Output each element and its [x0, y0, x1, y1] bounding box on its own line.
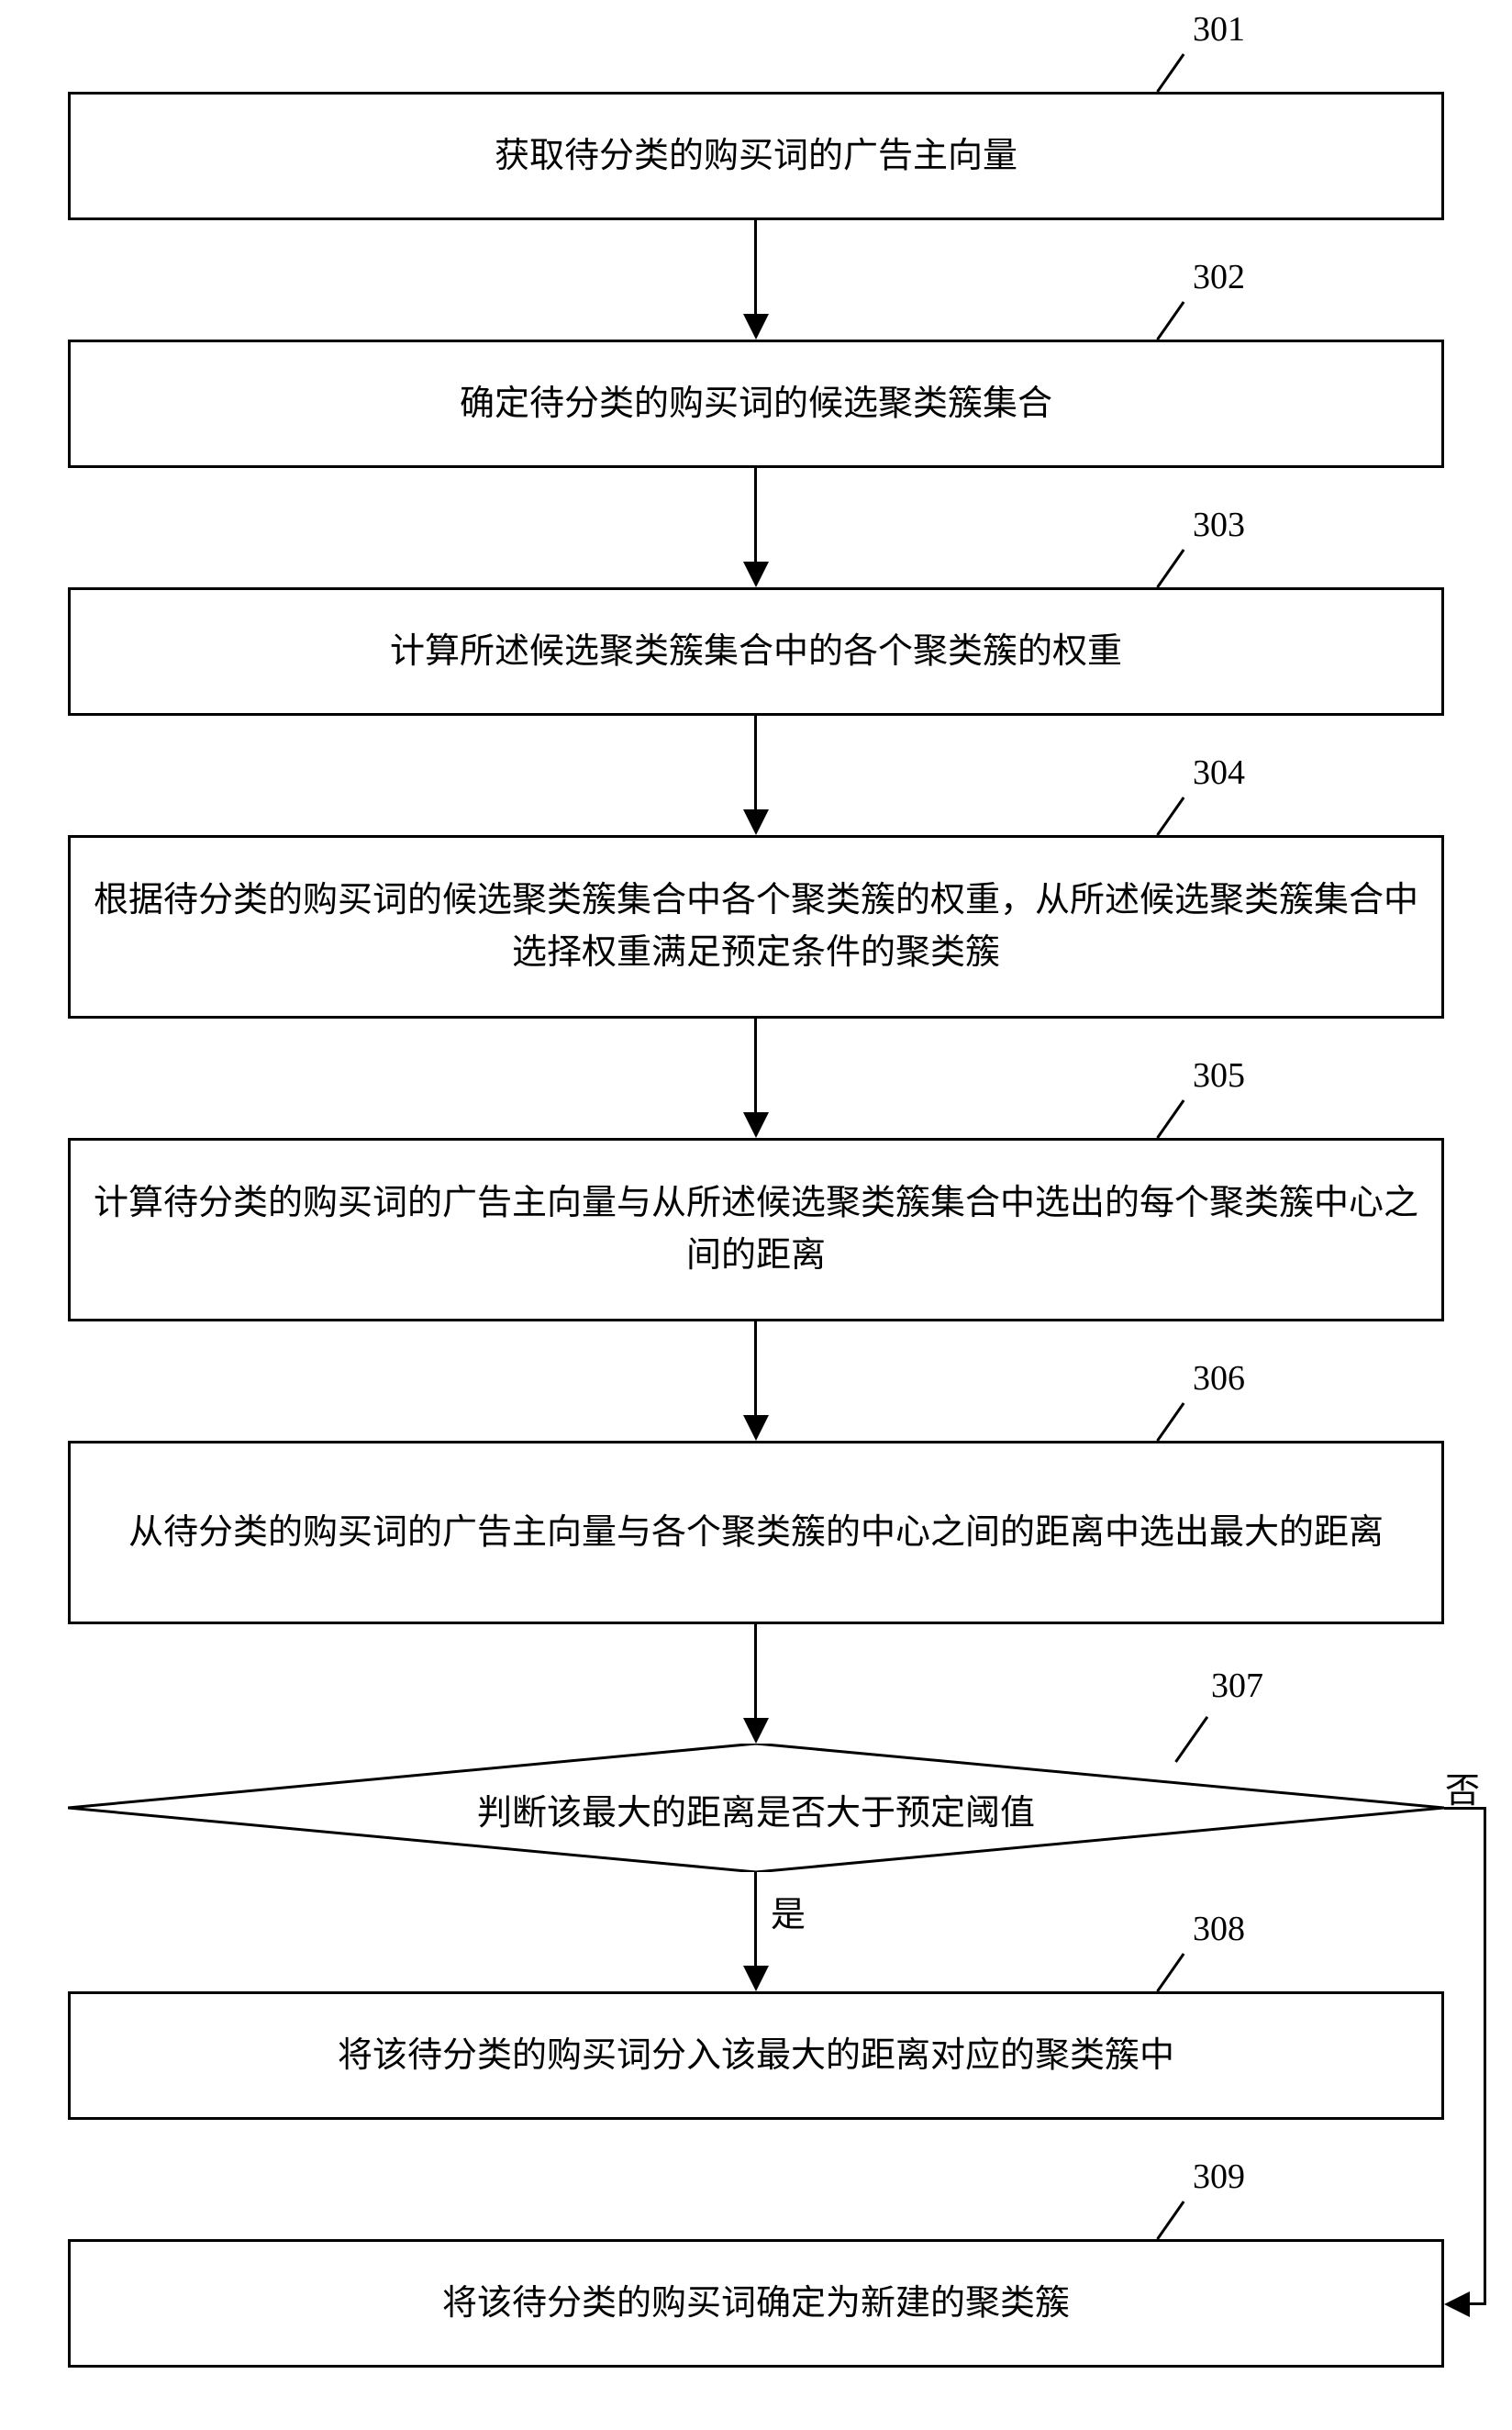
step-306-text: 从待分类的购买词的广告主向量与各个聚类簇的中心之间的距离中选出最大的距离: [128, 1507, 1384, 1559]
step-305-label: 305: [1193, 1055, 1245, 1096]
leader-301: [1156, 53, 1184, 93]
branch-yes-label: 是: [771, 1886, 806, 1936]
arrow-no-head: [1444, 2291, 1470, 2317]
step-309-label: 309: [1193, 2157, 1245, 2197]
arrow-306-307-line: [754, 1624, 757, 1718]
arrow-303-304-head: [743, 809, 769, 835]
arrow-301-302-line: [754, 220, 757, 314]
step-307-label: 307: [1211, 1666, 1263, 1706]
branch-no-label: 否: [1445, 1762, 1480, 1812]
step-304-text: 根据待分类的购买词的候选聚类簇集合中各个聚类簇的权重，从所述候选聚类簇集合中选择…: [93, 875, 1419, 979]
step-303-label: 303: [1193, 505, 1245, 545]
arrow-no-v: [1484, 1807, 1486, 2302]
step-306-box: 从待分类的购买词的广告主向量与各个聚类簇的中心之间的距离中选出最大的距离: [68, 1441, 1444, 1624]
step-305-text: 计算待分类的购买词的广告主向量与从所述候选聚类簇集合中选出的每个聚类簇中心之间的…: [93, 1177, 1419, 1282]
leader-302: [1156, 301, 1184, 340]
step-304-box: 根据待分类的购买词的候选聚类簇集合中各个聚类簇的权重，从所述候选聚类簇集合中选择…: [68, 835, 1444, 1019]
step-301-box: 获取待分类的购买词的广告主向量: [68, 92, 1444, 220]
arrow-304-305-line: [754, 1019, 757, 1112]
arrow-no-h1: [1444, 1807, 1486, 1810]
leader-309: [1156, 2201, 1184, 2240]
arrow-306-307-head: [743, 1718, 769, 1744]
step-301-text: 获取待分类的购买词的广告主向量: [495, 130, 1017, 183]
arrow-302-303-line: [754, 468, 757, 562]
step-309-text: 将该待分类的购买词确定为新建的聚类簇: [442, 2278, 1070, 2330]
arrow-307-308-line: [754, 1872, 757, 1966]
arrow-301-302-head: [743, 314, 769, 340]
arrow-304-305-head: [743, 1112, 769, 1138]
leader-305: [1156, 1099, 1184, 1139]
step-303-box: 计算所述候选聚类簇集合中的各个聚类簇的权重: [68, 587, 1444, 716]
leader-306: [1156, 1402, 1184, 1442]
step-302-text: 确定待分类的购买词的候选聚类簇集合: [460, 378, 1052, 430]
arrow-no-h2: [1470, 2302, 1486, 2305]
step-306-label: 306: [1193, 1358, 1245, 1399]
arrow-305-306-head: [743, 1415, 769, 1441]
arrow-307-308-head: [743, 1966, 769, 1991]
arrow-305-306-line: [754, 1321, 757, 1415]
leader-303: [1156, 549, 1184, 588]
arrow-302-303-head: [743, 562, 769, 587]
step-304-label: 304: [1193, 752, 1245, 793]
step-301-label: 301: [1193, 9, 1245, 50]
step-302-box: 确定待分类的购买词的候选聚类簇集合: [68, 340, 1444, 468]
step-307-decision: 判断该最大的距离是否大于预定阈值: [68, 1744, 1444, 1872]
arrow-303-304-line: [754, 716, 757, 809]
leader-308: [1156, 1953, 1184, 1992]
step-307-text: 判断该最大的距离是否大于预定阈值: [68, 1788, 1444, 1840]
step-303-text: 计算所述候选聚类簇集合中的各个聚类簇的权重: [390, 626, 1122, 678]
step-308-box: 将该待分类的购买词分入该最大的距离对应的聚类簇中: [68, 1991, 1444, 2120]
step-305-box: 计算待分类的购买词的广告主向量与从所述候选聚类簇集合中选出的每个聚类簇中心之间的…: [68, 1138, 1444, 1321]
step-309-box: 将该待分类的购买词确定为新建的聚类簇: [68, 2239, 1444, 2368]
step-308-text: 将该待分类的购买词分入该最大的距离对应的聚类簇中: [338, 2030, 1174, 2082]
leader-304: [1156, 797, 1184, 836]
step-302-label: 302: [1193, 257, 1245, 297]
step-308-label: 308: [1193, 1909, 1245, 1949]
